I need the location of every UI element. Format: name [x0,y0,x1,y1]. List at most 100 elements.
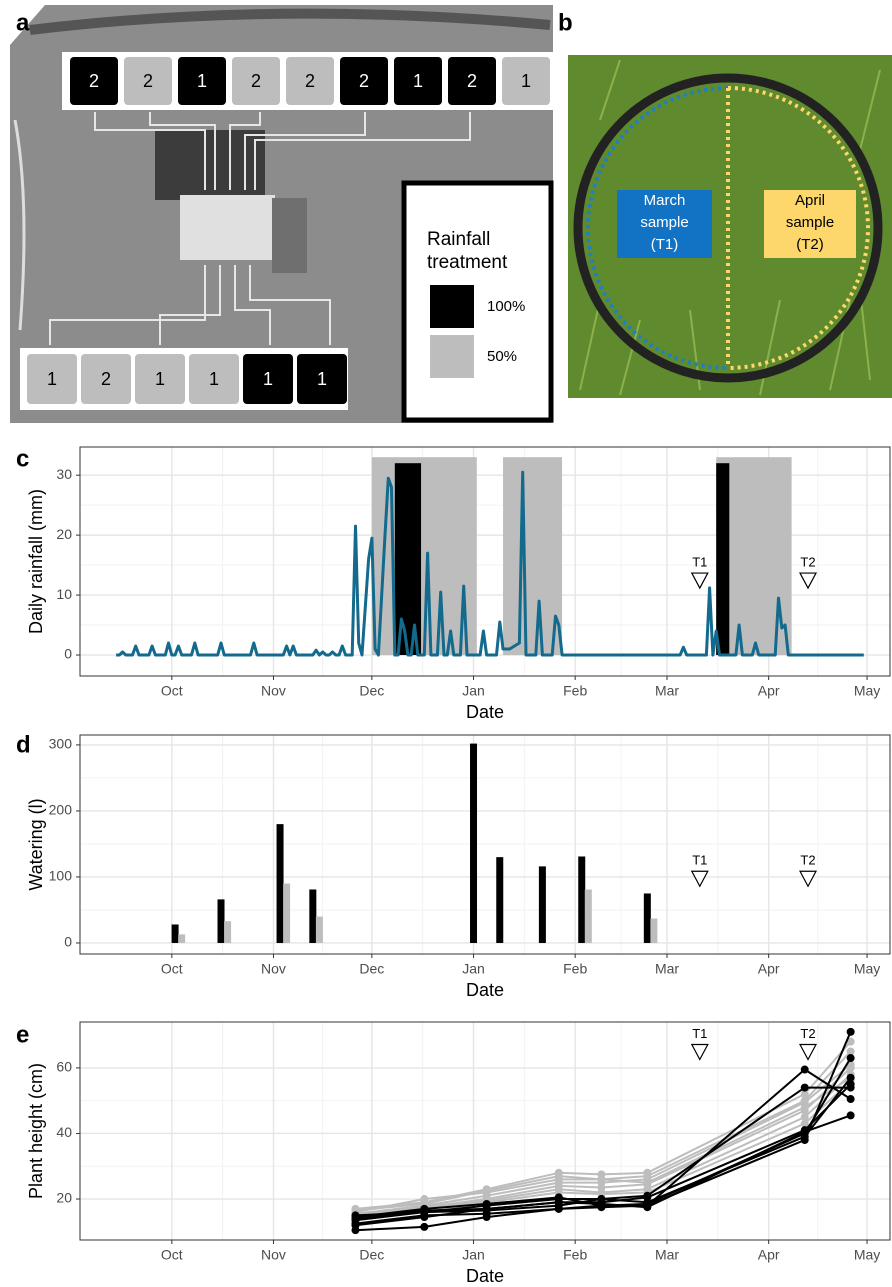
y-tick-label: 0 [64,646,72,662]
x-tick-label: May [854,1247,880,1263]
plot-label: 2 [359,71,369,91]
bar [277,824,284,943]
point [555,1172,563,1180]
legend-box [404,183,551,420]
x-tick-label: Dec [359,1247,384,1263]
sample-label: sample [640,214,688,231]
bar [650,919,657,943]
legend-title: treatment [427,252,508,273]
point [555,1198,563,1206]
point [351,1221,359,1229]
point [597,1200,605,1208]
x-axis-title: Date [466,1266,504,1286]
sample-label: March [644,192,686,209]
point [420,1205,428,1213]
bar [172,924,179,942]
panel-letter: d [16,731,31,758]
shaded-period [395,463,421,655]
annotation-label: T2 [800,1026,815,1041]
bar [224,921,231,943]
x-tick-label: Feb [563,961,587,977]
plot-label: 2 [89,71,99,91]
panel-letter: c [16,445,29,472]
x-tick-label: Jan [462,1247,485,1263]
point [801,1066,809,1074]
photo-building [180,195,275,260]
chart: OctNovDecJanFebMarAprMay0100200300T1T2Da… [26,735,890,1000]
x-tick-label: Mar [655,1247,679,1263]
point [847,1028,855,1036]
y-tick-label: 10 [56,586,72,602]
shaded-period [716,463,729,655]
point [847,1084,855,1092]
x-tick-label: Mar [655,961,679,977]
y-axis-title: Plant height (cm) [26,1063,46,1199]
y-tick-label: 60 [56,1059,72,1075]
point [801,1128,809,1136]
bar [496,857,503,943]
sample-label: April [795,192,825,209]
plot-label: 2 [467,71,477,91]
plot-label: 1 [413,71,423,91]
x-tick-label: Nov [261,961,286,977]
bar [539,866,546,943]
point [847,1111,855,1119]
x-axis-title: Date [466,980,504,1000]
point [801,1103,809,1111]
plot-label: 1 [263,369,273,389]
plot-label: 2 [251,71,261,91]
plot-label: 2 [101,369,111,389]
y-tick-label: 20 [56,1190,72,1206]
panel-letter: b [558,9,573,36]
y-axis-title: Daily rainfall (mm) [26,489,46,634]
x-tick-label: Apr [758,683,780,699]
sample-label: sample [786,214,834,231]
y-tick-label: 200 [49,802,73,818]
bar [309,889,316,942]
x-tick-label: Jan [462,961,485,977]
point [483,1205,491,1213]
x-tick-label: Dec [359,961,384,977]
y-tick-label: 300 [49,736,73,752]
point [643,1179,651,1187]
point [643,1192,651,1200]
figure: a b c d e Rainfall treatment 22122212112… [0,0,892,1287]
x-tick-label: May [854,961,880,977]
legend-swatch [430,285,474,328]
x-tick-label: Nov [261,1247,286,1263]
x-tick-label: Dec [359,683,384,699]
point [351,1213,359,1221]
bar [470,744,477,943]
bar [585,889,592,942]
y-tick-label: 0 [64,934,72,950]
panel-letter: e [16,1021,29,1048]
point [847,1095,855,1103]
x-tick-label: Apr [758,961,780,977]
x-tick-label: Oct [161,961,183,977]
photo-roof [272,198,307,273]
plot-label: 1 [47,369,57,389]
panel-letter: a [16,9,30,36]
legend-label: 100% [487,298,525,315]
y-tick-label: 40 [56,1124,72,1140]
sample-label: (T2) [796,236,824,253]
x-tick-label: Feb [563,683,587,699]
point [420,1223,428,1231]
x-tick-label: Mar [655,683,679,699]
point [847,1054,855,1062]
x-tick-label: May [854,683,880,699]
x-tick-label: Oct [161,683,183,699]
annotation-label: T1 [692,853,707,868]
plot-label: 1 [317,369,327,389]
sample-label: (T1) [651,236,679,253]
legend-label: 50% [487,348,517,365]
bar [644,893,651,943]
bar [178,934,185,943]
bar [316,917,323,943]
annotation-label: T2 [800,853,815,868]
x-tick-label: Apr [758,1247,780,1263]
point [801,1084,809,1092]
x-tick-label: Oct [161,1247,183,1263]
